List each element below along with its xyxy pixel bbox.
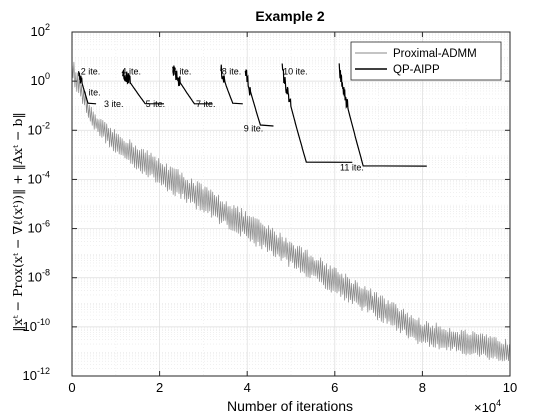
proximal-admm-line [71, 61, 510, 362]
y-tick-exp: -12 [37, 366, 50, 376]
iteration-annotation: 3 ite. [104, 99, 124, 109]
iteration-annotation: 11 ite. [340, 163, 364, 173]
y-tick-exp: -4 [42, 169, 50, 179]
y-tick-exp: 0 [45, 71, 50, 81]
iteration-annotation: 8 ite. [222, 66, 242, 76]
y-axis-label: ‖xᵗ − Prox(xᵗ − ∇ℓ(xᵗ))‖ + ‖Axᵗ − b‖ [10, 112, 25, 331]
iteration-annotation: 7 ite. [196, 99, 216, 109]
legend-label: QP-AIPP [393, 64, 440, 76]
x-tick-label: 8 [419, 380, 426, 395]
y-tick-exp: -10 [37, 317, 50, 327]
x-tick-label: 6 [331, 380, 338, 395]
x-multiplier-base: ×10 [474, 400, 496, 415]
legend: Proximal-ADMM QP-AIPP [350, 41, 502, 81]
x-tick-label: 0 [68, 380, 75, 395]
chart-title: Example 2 [255, 8, 324, 24]
y-tick-label: 10-8 [28, 268, 50, 285]
y-tick-base: 10 [28, 122, 42, 137]
grid [72, 31, 510, 377]
y-tick-label: 10-4 [28, 169, 50, 186]
y-tick-label: 10-2 [28, 120, 50, 137]
y-tick-base: 10 [23, 368, 37, 383]
qp-aipp-segment [338, 63, 427, 167]
x-tick-label: 4 [244, 380, 251, 395]
iteration-annotation: ite. [89, 87, 101, 97]
y-tick-exp: -6 [42, 219, 50, 229]
legend-label: Proximal-ADMM [393, 48, 477, 60]
iteration-annotation: 6 ite. [172, 66, 192, 76]
y-tick-base: 10 [28, 171, 42, 186]
qp-aipp-segment [172, 65, 213, 105]
y-tick-label: 10-10 [23, 317, 50, 334]
y-tick-exp: -8 [42, 268, 50, 278]
y-tick-label: 10-12 [23, 366, 50, 383]
y-tick-base: 10 [31, 73, 45, 88]
x-multiplier: ×104 [474, 398, 501, 415]
y-tick-base: 10 [28, 221, 42, 236]
y-tick-base: 10 [31, 24, 45, 39]
annotations: 2 ite. ite.3 ite. 4 ite. 5 ite. 6 ite. 7 ite.… [81, 66, 364, 172]
qp-aipp-segment [244, 68, 274, 127]
iteration-annotation: 9 ite. [244, 123, 264, 133]
iteration-annotation: 4 ite. [121, 66, 141, 76]
x-tick-label: 2 [156, 380, 163, 395]
y-tick-exp: 2 [45, 22, 50, 32]
plot-frame [71, 31, 511, 377]
y-tick-exp: -2 [42, 120, 50, 130]
y-tick-label: 100 [31, 71, 50, 88]
y-tick-base: 10 [28, 270, 42, 285]
x-axis-label: Number of iterations [227, 398, 353, 414]
x-tick-label: 10 [503, 380, 517, 395]
legend-box [350, 41, 502, 81]
y-tick-label: 10-6 [28, 219, 50, 236]
y-tick-label: 102 [31, 22, 50, 39]
series-layer [71, 61, 510, 362]
qp-aipp-segment [220, 64, 243, 105]
iteration-annotation: 2 ite. [81, 66, 101, 76]
qp-aipp-segment [121, 69, 165, 105]
qp-aipp-segment [281, 63, 353, 163]
qp-aipp-segment [78, 71, 97, 105]
iteration-annotation: 5 ite. [146, 99, 166, 109]
x-multiplier-exp: 4 [496, 398, 501, 408]
y-tick-base: 10 [23, 319, 37, 334]
iteration-annotation: 10 ite. [283, 66, 308, 76]
